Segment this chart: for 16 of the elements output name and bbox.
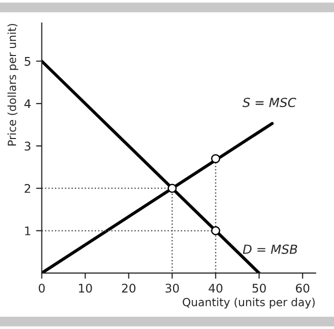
y-tick-label: 3	[24, 142, 30, 151]
x-tick-label: 0	[38, 284, 45, 293]
x-tick-label: 60	[296, 284, 310, 293]
series-label: S = MSC	[242, 98, 296, 108]
x-tick-label: 20	[122, 284, 136, 293]
y-tick-label: 5	[24, 57, 30, 66]
x-tick-label: 40	[208, 284, 222, 293]
x-tick-label: 30	[166, 284, 179, 293]
x-tick-label: 50	[252, 284, 266, 293]
y-axis-title: Price (dollars per unit)	[8, 24, 18, 146]
series-label: D = MSB	[242, 244, 298, 254]
x-axis-title: Quantity (units per day)	[182, 298, 315, 308]
y-tick-label: 1	[25, 226, 30, 236]
x-tick-label: 10	[79, 284, 92, 293]
y-tick-label: 2	[24, 184, 30, 193]
y-tick-label: 4	[24, 99, 31, 108]
